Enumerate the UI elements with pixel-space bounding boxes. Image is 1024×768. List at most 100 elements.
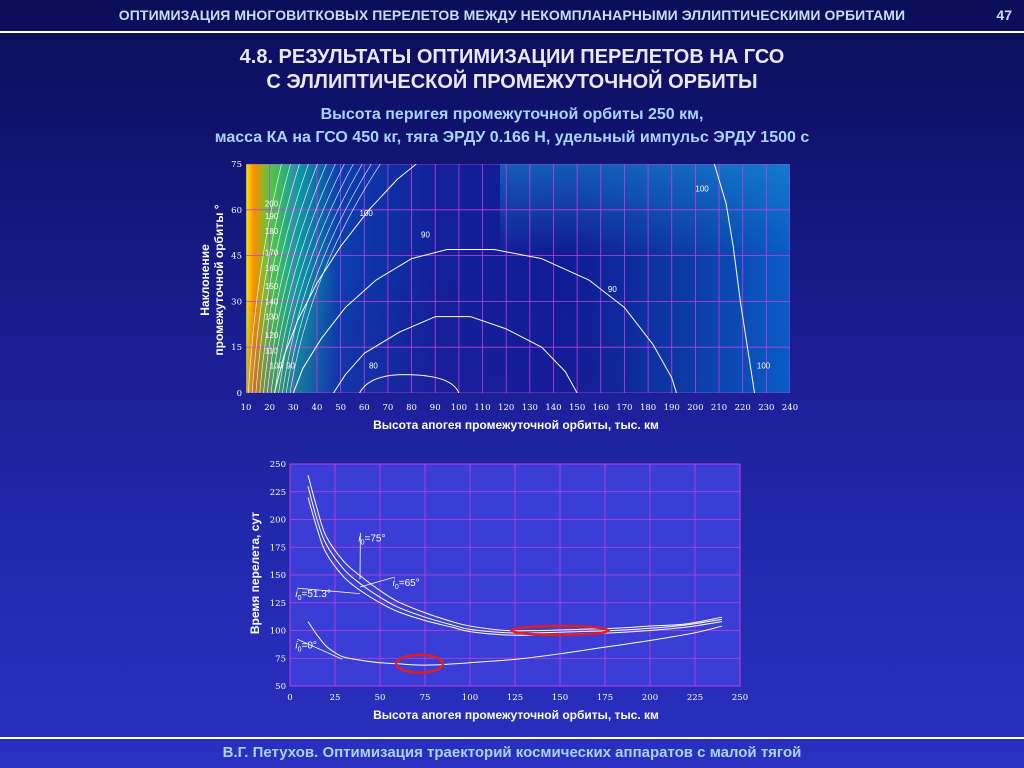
contour-level-label: 190 (265, 212, 279, 221)
contour-level-label: 140 (265, 297, 279, 306)
contour-level-label: 100 (270, 362, 284, 371)
line-chart-y-tick-label: 175 (270, 543, 286, 553)
line-series-3 (307, 621, 723, 666)
series-label-symbol: i (295, 589, 298, 600)
line-chart-x-tick-label: 75 (420, 693, 431, 703)
contour-line-dense (285, 164, 372, 393)
contour-x-tick-label: 30 (288, 403, 299, 413)
presentation-title: ОПТИМИЗАЦИЯ МНОГОВИТКОВЫХ ПЕРЕЛЕТОВ МЕЖД… (118, 7, 906, 23)
slide-heading-line-1: 4.8. РЕЗУЛЬТАТЫ ОПТИМИЗАЦИИ ПЕРЕЛЕТОВ НА… (239, 46, 785, 68)
contour-x-axis-label: Высота апогея промежуточной орбиты, тыс.… (373, 418, 659, 432)
line-chart-y-axis-label: Время перелета, сут (248, 511, 262, 635)
contour-level-label: 170 (265, 249, 279, 258)
series-label: i0=65° (393, 578, 420, 591)
contour-line-dense (255, 164, 300, 393)
footer-text: В.Г. Петухов. Оптимизация траекторий кос… (222, 744, 802, 761)
header-divider (0, 31, 1024, 33)
contour-level-label: 100 (757, 362, 771, 371)
contour-y-tick-label: 30 (231, 297, 242, 307)
page-number: 47 (996, 7, 1012, 23)
contour-x-tick-label: 140 (545, 403, 561, 413)
line-chart-y-tick-label: 100 (270, 627, 286, 637)
series-label: i0=0° (295, 640, 317, 653)
contour-minimum-region (246, 243, 630, 393)
line-chart-axes: 0 25 50 75 100 125 150 175 200 225 250 50 75 100 125 15… (270, 460, 748, 703)
contour-y-tick-label: 0 (237, 389, 242, 399)
series-label: i0=51.3° (295, 589, 330, 602)
contour-line-dense (266, 164, 327, 393)
line-chart-y-tick-label: 250 (270, 460, 286, 470)
series-label-leader (297, 638, 343, 660)
contour-level-label: 130 (265, 313, 279, 322)
contour-y-axis-label-line-1: Наклонение (198, 244, 212, 316)
line-chart-x-tick-label: 200 (642, 693, 658, 703)
series-label-subscript: 0 (361, 540, 365, 547)
contour-y-axis-label-line-2: промежуточной орбиты ° (212, 204, 226, 356)
series-label-symbol: i (295, 640, 298, 651)
contour-x-tick-label: 80 (406, 403, 417, 413)
line-chart-x-tick-label: 0 (287, 693, 292, 703)
contour-x-tick-label: 90 (430, 403, 441, 413)
contour-line-100 (273, 164, 417, 393)
contour-line-dense (248, 164, 282, 393)
contour-x-tick-label: 220 (735, 403, 751, 413)
contour-level-label: 90 (608, 285, 617, 294)
series-label-value: =0° (302, 640, 317, 651)
contour-line-dense (282, 164, 363, 393)
contour-x-tick-label: 100 (451, 403, 467, 413)
contour-x-tick-label: 170 (616, 403, 632, 413)
contour-level-label: 150 (265, 282, 279, 291)
contour-line-90 (292, 248, 677, 393)
series-label-subscript: 0 (298, 595, 302, 602)
series-label-symbol: i (393, 578, 396, 589)
contour-line-dense (251, 164, 291, 393)
contour-x-tick-label: 190 (664, 403, 680, 413)
contour-level-label: 110 (265, 346, 278, 355)
slide-subheading-line-1: Высота перигея промежуточной орбиты 250 … (320, 106, 704, 123)
contour-level-label: 180 (265, 227, 279, 236)
line-chart-x-tick-label: 150 (552, 693, 568, 703)
series-label-value: =75° (365, 534, 386, 545)
line-chart-series (307, 474, 723, 666)
line-chart-series-labels: i0=75°i0=65°i0=51.3°i0=0° (295, 532, 420, 660)
line-chart-x-tick-label: 250 (732, 693, 748, 703)
line-series-2 (307, 497, 723, 636)
contour-line-dense (263, 164, 318, 393)
contour-x-tick-label: 110 (474, 403, 490, 413)
contour-level-label: 80 (369, 362, 378, 371)
line-chart-y-tick-label: 225 (270, 488, 286, 498)
contour-x-tick-label: 210 (711, 403, 727, 413)
line-chart-y-tick-label: 200 (270, 516, 286, 526)
contour-lines (248, 164, 756, 393)
contour-line-100 (713, 164, 756, 393)
contour-x-tick-label: 10 (241, 403, 252, 413)
contour-x-tick-label: 50 (335, 403, 346, 413)
contour-x-tick-label: 20 (264, 403, 275, 413)
contour-x-tick-label: 160 (593, 403, 609, 413)
contour-y-axis-label: Наклонение промежуточной орбиты ° (198, 200, 226, 360)
slide-heading-line-2: С ЭЛЛИПТИЧЕСКОЙ ПРОМЕЖУТОЧНОЙ ОРБИТЫ (266, 71, 758, 93)
line-chart-highlights (394, 624, 610, 674)
contour-level-label: 90 (286, 362, 295, 371)
contour-level-label: 90 (421, 230, 430, 239)
contour-level-label: 100 (695, 184, 709, 193)
contour-level-label: 120 (265, 331, 279, 340)
footer-divider (0, 737, 1024, 739)
contour-y-tick-label: 75 (231, 160, 242, 170)
contour-line-dense (278, 164, 354, 393)
line-chart-x-tick-label: 175 (597, 693, 613, 703)
line-series-1 (307, 486, 723, 634)
contour-y-tick-label: 15 (231, 343, 242, 353)
series-label-value: =65° (399, 578, 420, 589)
optimum-highlight (510, 624, 610, 637)
contour-grid (246, 164, 790, 393)
line-chart-x-tick-label: 25 (330, 693, 341, 703)
series-label: i0=75° (358, 534, 385, 547)
contour-x-tick-label: 130 (522, 403, 538, 413)
contour-x-tick-label: 70 (382, 403, 393, 413)
line-chart-x-tick-label: 125 (507, 693, 523, 703)
contour-axes: 10 20 30 40 50 60 70 80 90 100 110 120 130 140 150 160 1… (231, 160, 798, 413)
header-bar: ОПТИМИЗАЦИЯ МНОГОВИТКОВЫХ ПЕРЕЛЕТОВ МЕЖД… (0, 0, 1024, 32)
